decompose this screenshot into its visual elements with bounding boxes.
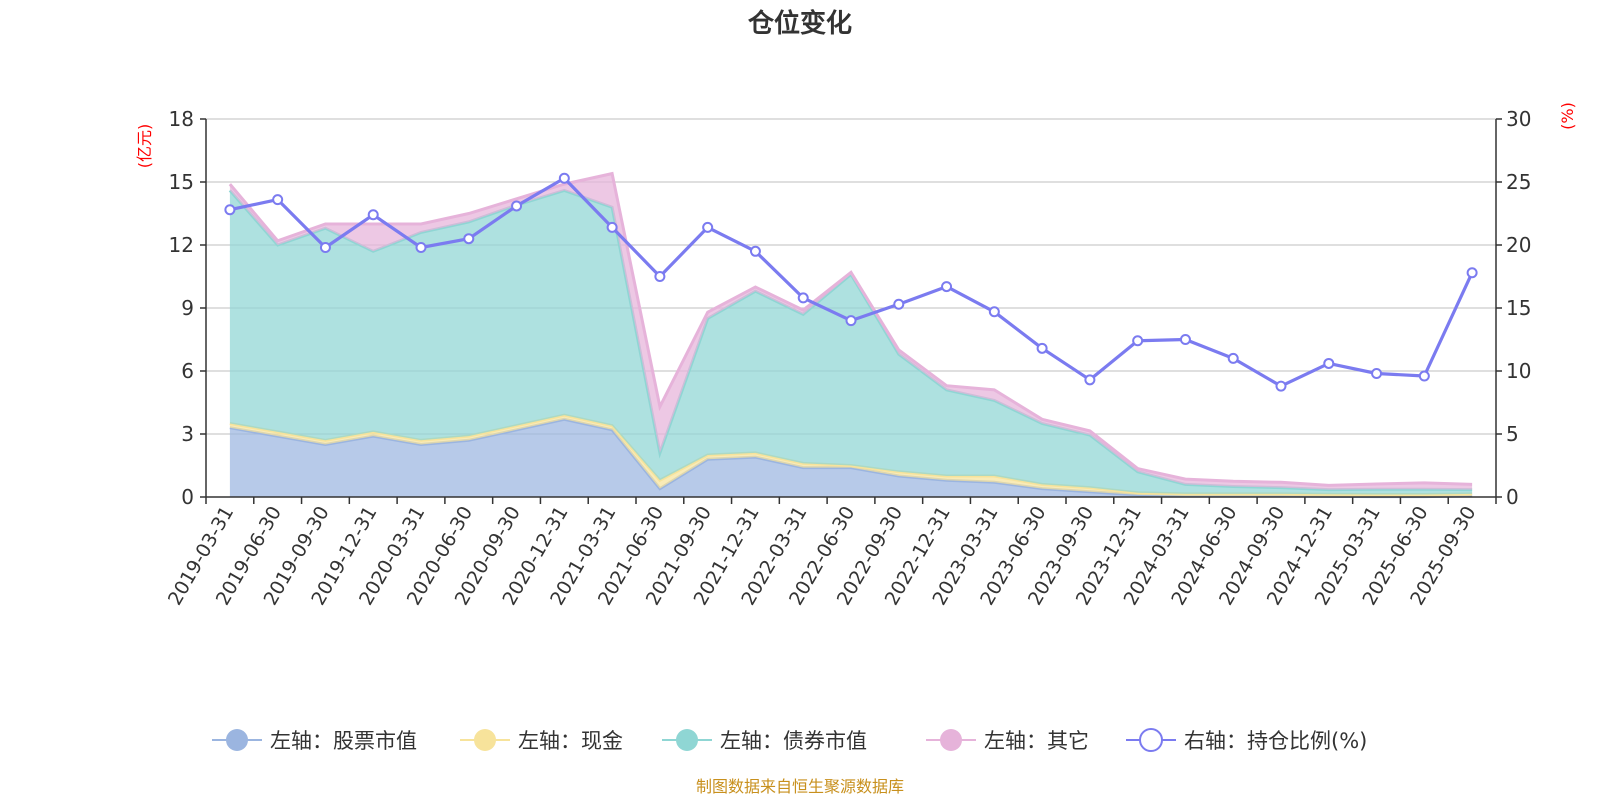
ratio-point xyxy=(319,242,331,254)
stacked-areas xyxy=(228,171,1473,499)
ratio-point xyxy=(272,194,284,206)
left-axis-ticks: 0 3 6 9 12 15 18 xyxy=(169,107,206,509)
ratio-point xyxy=(558,172,570,184)
legend-label-4: 左轴：其它 xyxy=(984,729,1089,753)
right-tick-label: 25 xyxy=(1506,170,1531,194)
ratio-point xyxy=(463,233,475,245)
right-tick-label: 30 xyxy=(1506,107,1531,131)
ratio-point xyxy=(893,298,905,310)
left-tick-label: 0 xyxy=(181,485,194,509)
ratio-point xyxy=(654,271,666,282)
ratio-point xyxy=(845,315,857,327)
right-tick-label: 15 xyxy=(1506,296,1531,320)
left-tick-label: 18 xyxy=(169,107,194,131)
ratio-point xyxy=(1036,342,1048,354)
right-tick-label: 0 xyxy=(1506,485,1519,509)
right-tick-label: 5 xyxy=(1506,422,1519,446)
ratio-point xyxy=(1084,374,1096,386)
ratio-point xyxy=(797,292,809,304)
ratio-point xyxy=(1179,334,1191,345)
ratio-point xyxy=(1275,380,1287,392)
legend-marker-1 xyxy=(226,729,248,751)
ratio-point xyxy=(1418,370,1430,382)
legend-label-5: 右轴：持仓比例(%) xyxy=(1184,729,1367,753)
legend-marker-3 xyxy=(676,729,698,751)
ratio-point xyxy=(988,306,1000,318)
right-tick-label: 20 xyxy=(1506,233,1531,257)
ratio-point xyxy=(415,242,427,254)
ratio-point xyxy=(511,200,523,212)
ratio-point xyxy=(749,245,761,257)
ratio-point xyxy=(1227,352,1239,364)
ratio-point xyxy=(1323,357,1335,369)
left-tick-label: 15 xyxy=(169,170,194,194)
left-tick-label: 12 xyxy=(169,233,194,257)
legend-label-2: 左轴：现金 xyxy=(518,729,623,753)
ratio-point xyxy=(1132,335,1144,347)
x-axis-ticks: 2019-03-312019-06-302019-09-302019-12-31… xyxy=(164,497,1497,609)
area-series-3 xyxy=(229,190,1473,495)
legend-marker-5 xyxy=(1139,728,1163,752)
legend-marker-4 xyxy=(940,729,962,751)
right-tick-label: 10 xyxy=(1506,359,1531,383)
right-axis-unit: (%) xyxy=(1558,102,1577,130)
left-tick-label: 9 xyxy=(181,296,194,320)
left-tick-label: 3 xyxy=(181,422,194,446)
left-axis-unit: (亿元) xyxy=(135,124,154,169)
legend-label-1: 左轴：股票市值 xyxy=(270,729,417,753)
ratio-point xyxy=(367,209,379,221)
ratio-point xyxy=(941,281,953,293)
ratio-point xyxy=(702,221,714,233)
legend: 左轴：股票市值 左轴：现金 左轴：债券市值 左轴：其它 右轴：持仓比例(%) xyxy=(212,728,1367,753)
ratio-point xyxy=(224,204,236,216)
data-source-note: 制图数据来自恒生聚源数据库 xyxy=(696,777,904,796)
ratio-point xyxy=(606,221,618,233)
ratio-line-series xyxy=(224,172,1478,392)
ratio-point xyxy=(1466,267,1478,279)
left-tick-label: 6 xyxy=(181,359,194,383)
legend-marker-2 xyxy=(474,729,496,751)
legend-label-3: 左轴：债券市值 xyxy=(720,729,867,753)
ratio-point xyxy=(1371,368,1383,380)
right-axis-ticks: 0 5 10 15 20 25 30 xyxy=(1496,107,1531,509)
area-series-1 xyxy=(229,419,1473,497)
chart-title: 仓位变化 xyxy=(747,8,852,39)
area-edge-series-4 xyxy=(228,171,1473,487)
